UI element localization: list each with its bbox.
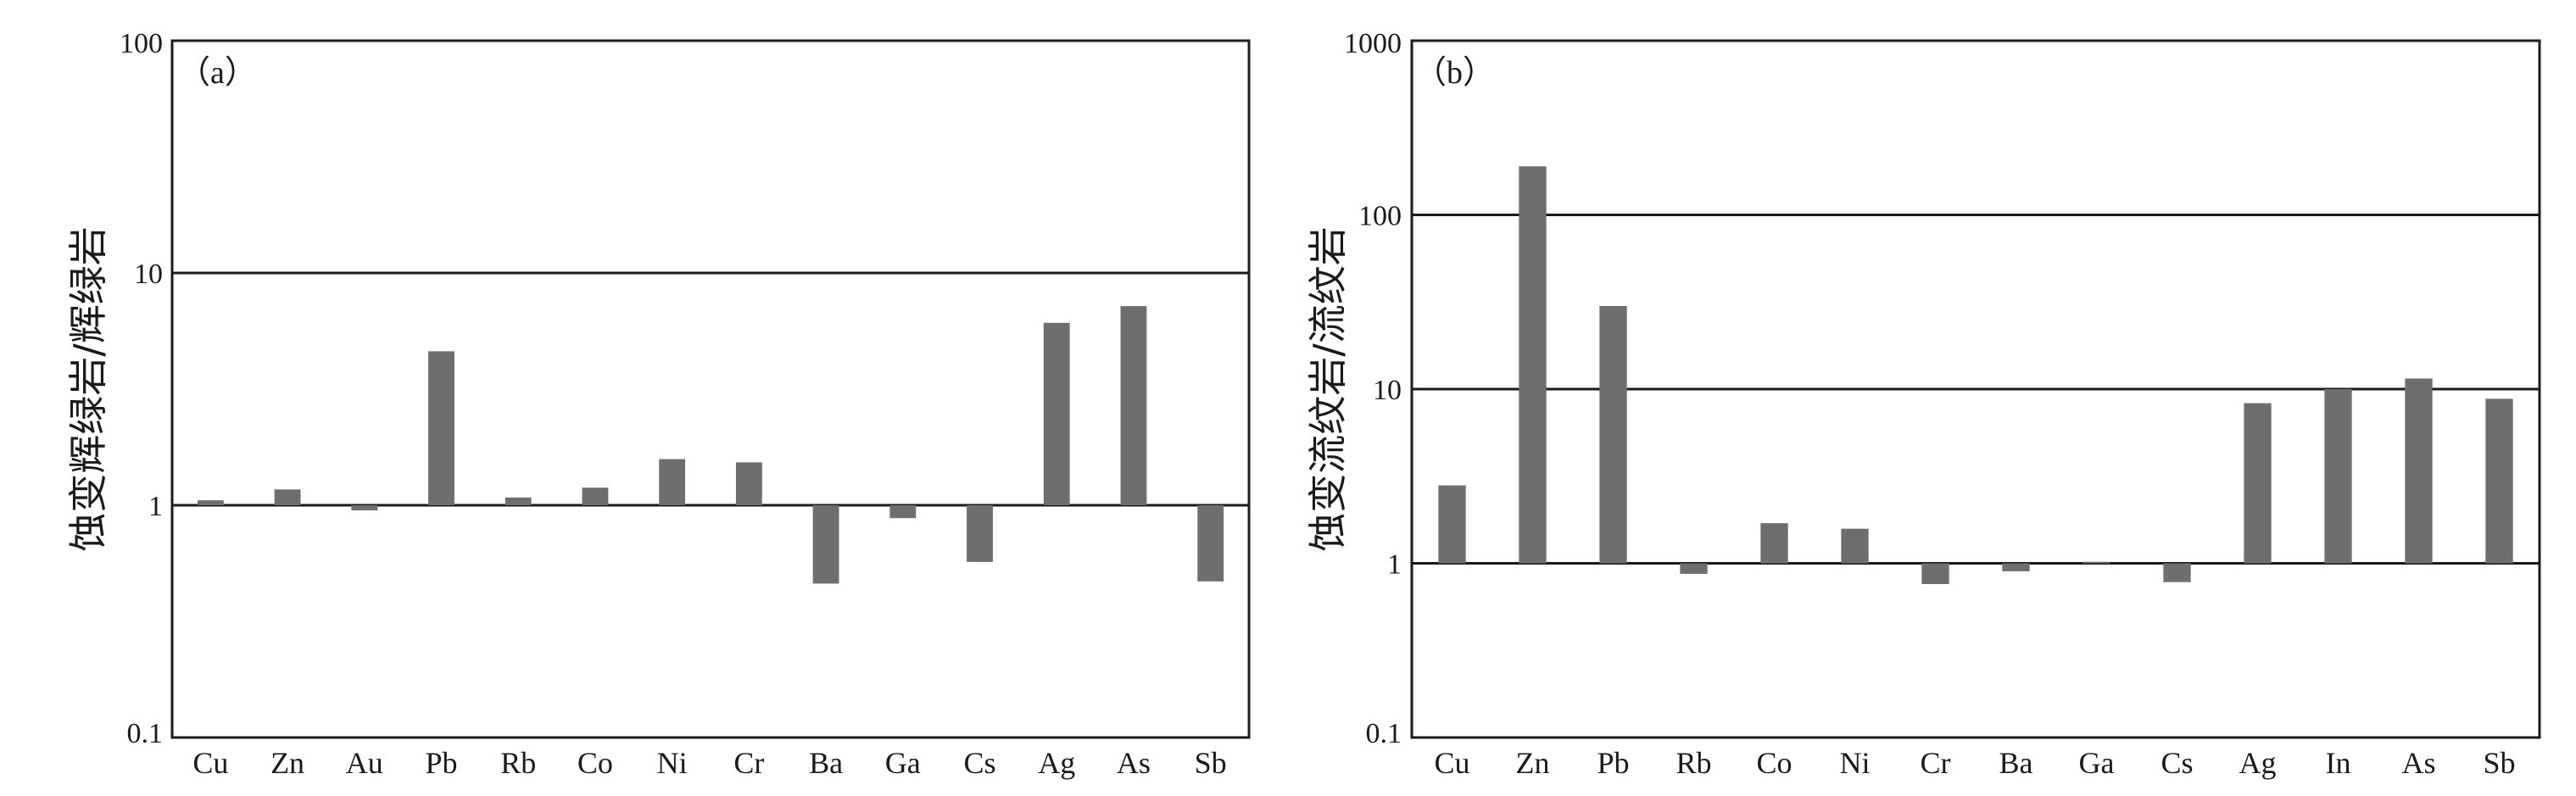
panel-b-y-tick-label: 10 [1373, 375, 1402, 406]
panel-b-bar-cu [1438, 485, 1466, 564]
panel-a-bar-ga [889, 505, 917, 519]
panel-a-y-tick-label: 0.1 [127, 718, 164, 749]
panel-a-category-label: Sb [1195, 746, 1227, 780]
panel-a-category-label: Ba [809, 746, 843, 780]
panel-a-category-label: Co [577, 746, 613, 780]
panel-b-y-tick-label: 1 [1387, 549, 1402, 581]
panel-b-bar-zn [1519, 166, 1547, 564]
panel-b-category-label: Co [1756, 746, 1792, 780]
panel-b-y-tick-label: 100 [1358, 201, 1402, 232]
panel-b-bars [1438, 166, 2513, 584]
panel-b-bar-pb [1599, 305, 1627, 564]
panel-b-category-label: As [2401, 746, 2435, 780]
panel-a-plot-frame [170, 39, 1251, 739]
panel-a-category-label: Ni [657, 746, 688, 780]
panel-b-category-label: Zn [1516, 746, 1550, 780]
panel-b-category-label: Sb [2483, 746, 2515, 780]
panel-a-bar-co [582, 487, 609, 505]
panel-a-bar-ag [1043, 322, 1070, 505]
panel-b-bar-co [1760, 523, 1788, 564]
panel-a-bar-as [1120, 306, 1147, 505]
panel-a-y-tick-label: 1 [148, 491, 163, 522]
panel-a-bar-ni [659, 459, 686, 505]
panel-a-bars [197, 306, 1224, 584]
panel-a-bar-cs [967, 505, 993, 562]
panel-b-bar-rb [1680, 563, 1708, 574]
panel-b-bar-in [2324, 389, 2352, 564]
panel-a-category-label: Zn [270, 746, 304, 780]
panel-a-bar-cu [197, 500, 224, 505]
panel-a-category-label: Cr [733, 746, 764, 780]
panel-a-category-label: Ga [885, 746, 921, 780]
panel-b-bar-cr [1921, 563, 1949, 584]
panel-b-category-label: Ba [1999, 746, 2033, 780]
panel-b-bar-ag [2244, 403, 2272, 564]
panel-b-category-label: Cr [1921, 746, 1951, 780]
panel-a-y-tick-label: 100 [120, 28, 163, 59]
panel-b: 1000 100 10 1 0.1 Cu Zn Pb Rb Co Ni Cr Ba Ga Cs Ag In As… [1305, 28, 2541, 780]
panel-b-bar-as [2405, 378, 2433, 564]
panel-a-category-label: Cu [192, 746, 228, 780]
panel-a-y-tick-labels: 100 10 1 0.1 [120, 28, 163, 749]
panel-b-gridlines [1412, 214, 2540, 565]
panel-a-category-label: Rb [500, 746, 536, 780]
panel-a-bar-sb [1197, 505, 1224, 582]
panel-b-y-tick-labels: 1000 100 10 1 0.1 [1344, 28, 1402, 749]
panel-b-bar-sb [2485, 398, 2513, 564]
panel-a-bar-cr [735, 462, 762, 505]
panel-b-bar-ba [2002, 563, 2030, 571]
panel-a-category-label: Cs [963, 746, 995, 780]
panel-b-category-label: Ni [1840, 746, 1871, 780]
panel-a-bar-pb [428, 351, 454, 505]
panel-a-category-labels: Cu Zn Au Pb Rb Co Ni Cr Ba Ga Cs Ag As Sb [192, 746, 1226, 780]
panel-a-category-label: Ag [1038, 746, 1075, 780]
panel-b-category-label: Ga [2079, 746, 2115, 780]
panel-a-bar-zn [274, 489, 301, 505]
panel-b-y-tick-label: 0.1 [1366, 718, 1402, 749]
panel-b-category-label: Rb [1676, 746, 1711, 780]
panel-a-category-label: Au [346, 746, 383, 780]
panel-b-category-label: Ag [2239, 746, 2277, 780]
panel-b-label: （b） [1414, 55, 1495, 91]
panel-b-y-tick-label: 1000 [1344, 28, 1402, 59]
panel-a-y-tick-label: 10 [134, 259, 163, 290]
panel-b-category-label: Pb [1597, 746, 1629, 780]
panel-b-bar-ga [2083, 561, 2110, 564]
panel-a-gridlines [172, 271, 1249, 507]
panel-a-bar-au [351, 505, 378, 511]
panel-b-y-axis-title: 蚀变流纹岩/流纹岩 [1305, 226, 1351, 552]
panel-a-bar-rb [505, 497, 532, 505]
panel-b-category-labels: Cu Zn Pb Rb Co Ni Cr Ba Ga Cs Ag In As Sb [1434, 746, 2515, 780]
panel-b-category-label: Cs [2161, 746, 2193, 780]
panel-b-category-label: Cu [1434, 746, 1469, 780]
panel-a: 100 10 1 0.1 Cu Zn Au Pb Rb Co Ni Cr Ba Ga Cs Ag As Sb （… [65, 28, 1251, 780]
panel-a-label: （a） [178, 55, 257, 91]
panel-a-y-axis-title: 蚀变辉绿岩/辉绿岩 [65, 226, 111, 552]
panel-a-category-label: Pb [425, 746, 457, 780]
panel-b-bar-ni [1841, 528, 1869, 564]
panel-b-category-label: In [2326, 746, 2351, 780]
panel-a-category-label: As [1117, 746, 1151, 780]
panel-b-bar-cs [2163, 563, 2191, 582]
panel-a-bar-ba [812, 505, 839, 584]
